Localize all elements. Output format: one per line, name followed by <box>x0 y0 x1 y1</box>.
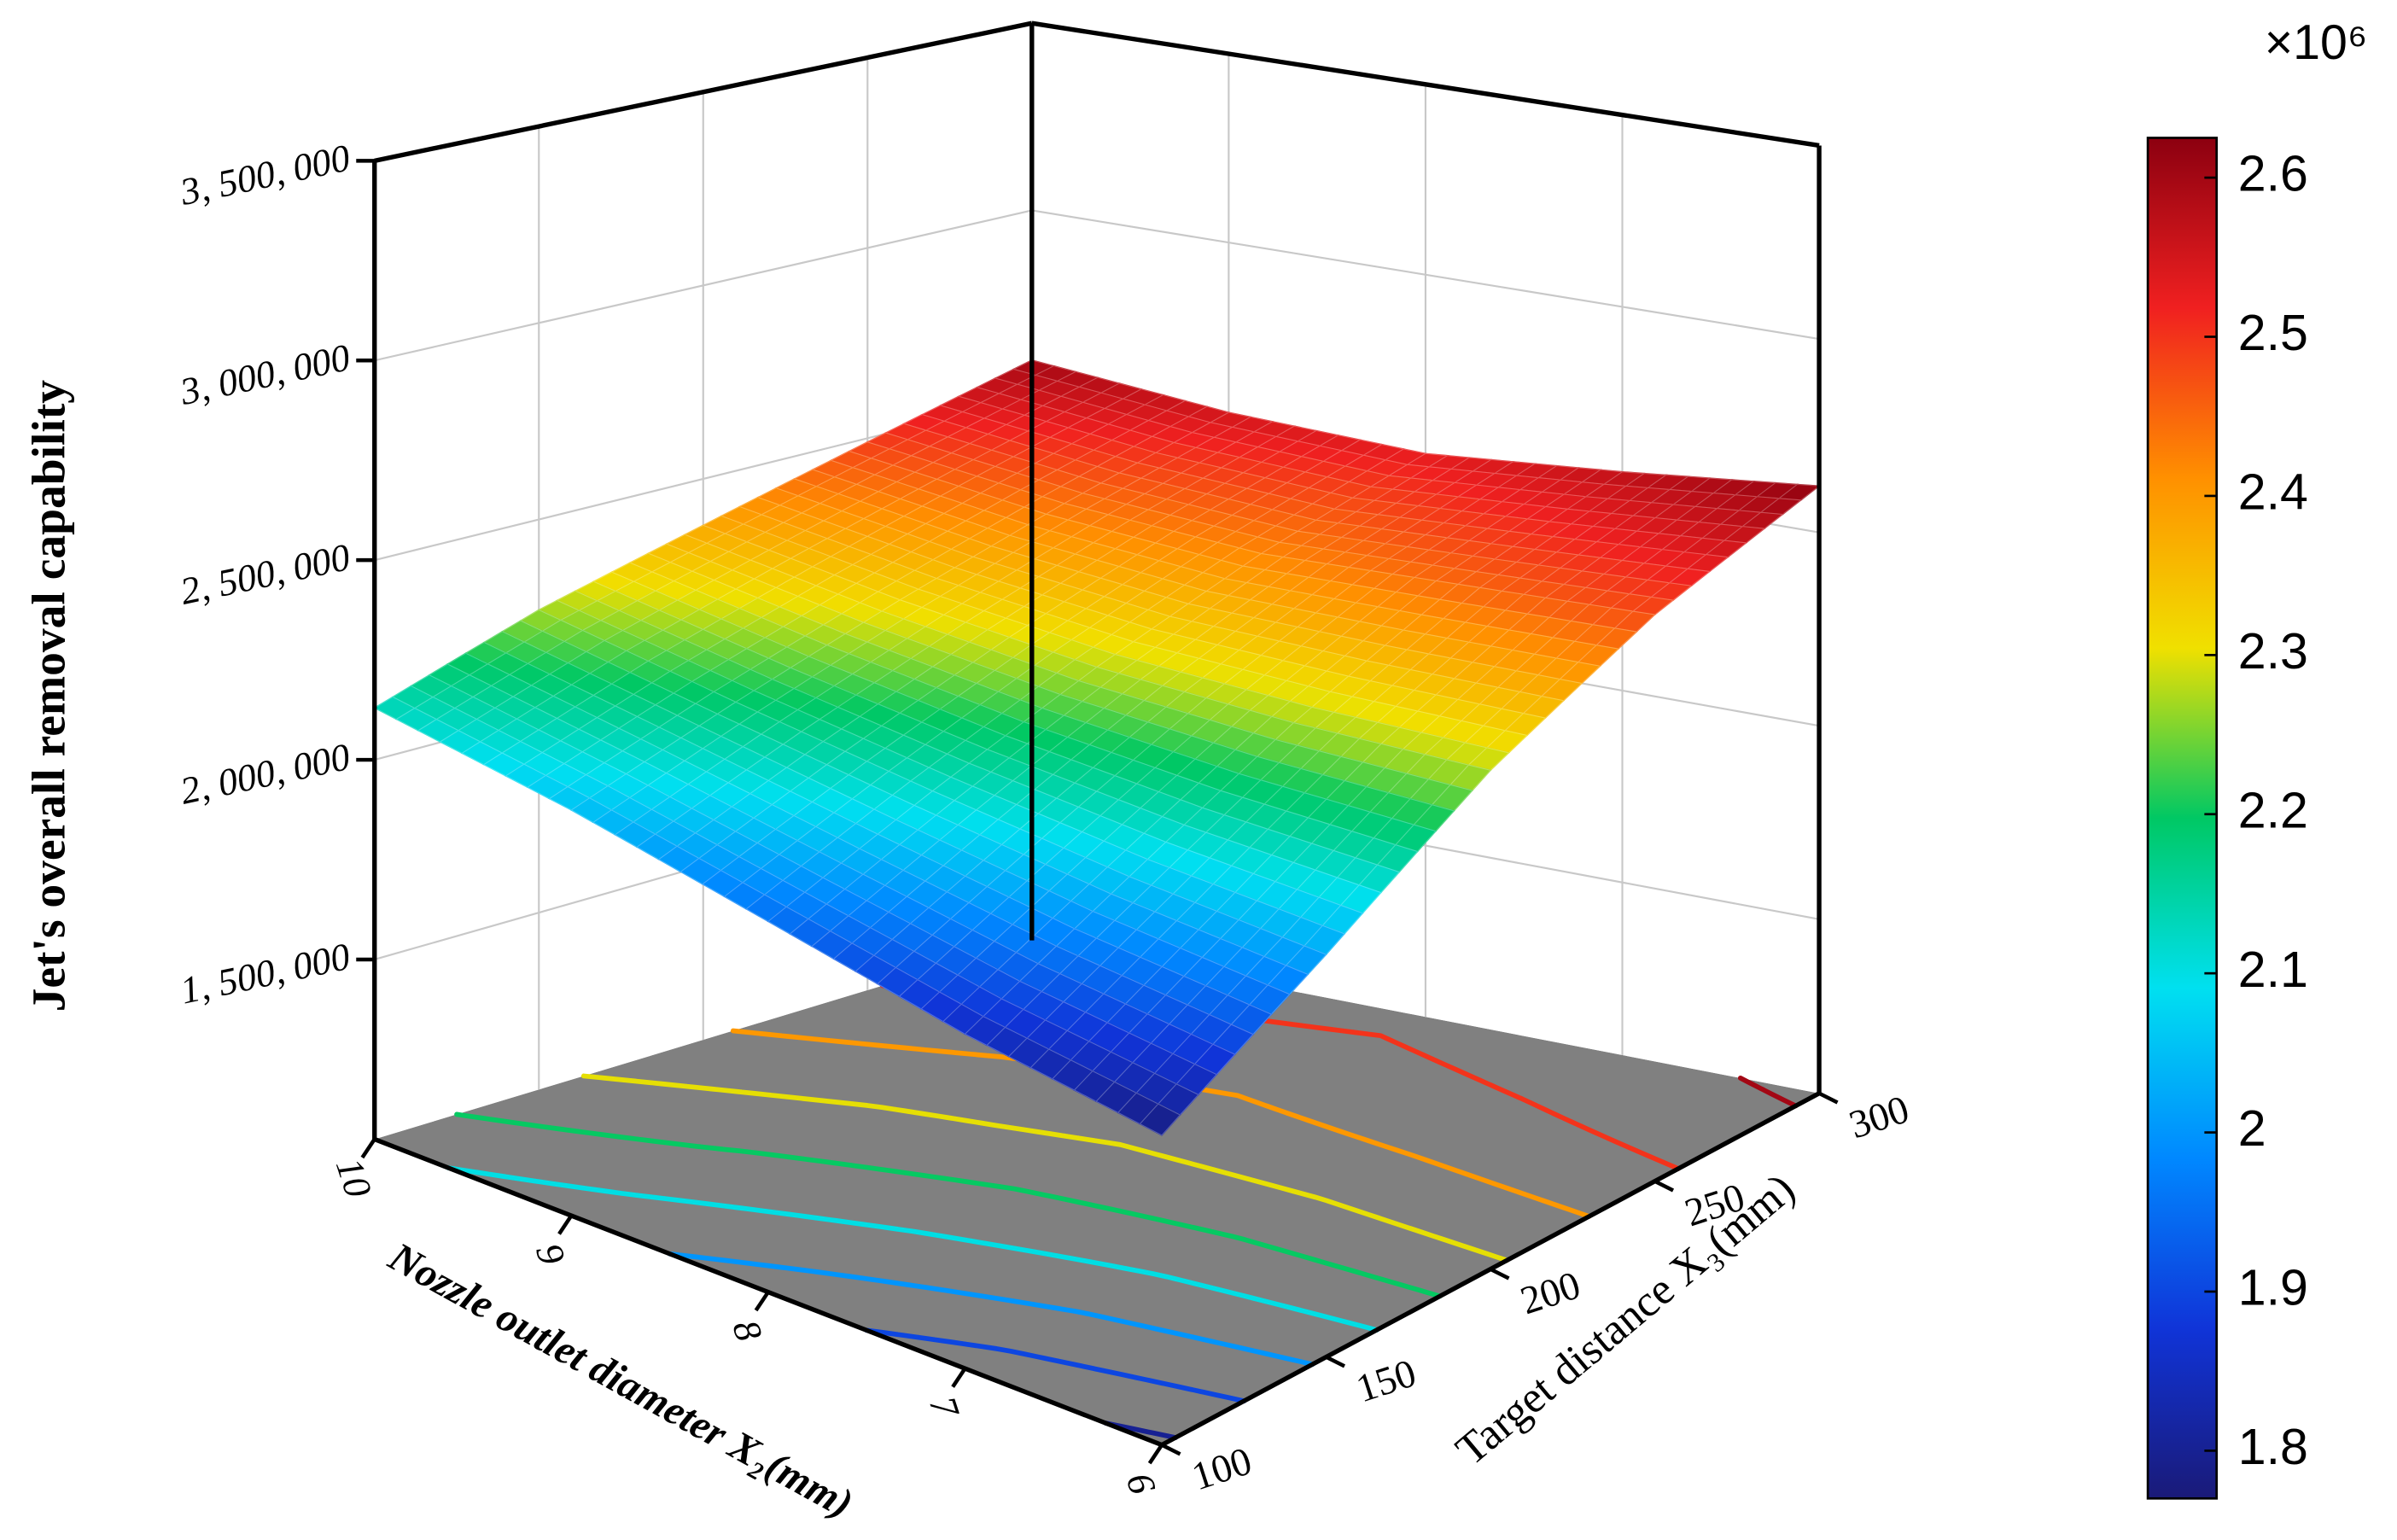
contour-line <box>580 1073 1510 1263</box>
z-tick-label: 2, 500, 000 <box>177 535 353 613</box>
tick-mark <box>951 1367 967 1388</box>
tick-mark <box>1653 1179 1675 1193</box>
z-tick-label: 1, 500, 000 <box>177 935 353 1012</box>
y-tick-label: 100 <box>1187 1439 1257 1499</box>
z-tick-label: 2, 000, 000 <box>177 735 353 813</box>
x-tick-label: 7 <box>921 1391 968 1424</box>
z-tick-label: 3, 500, 000 <box>176 136 353 213</box>
y-tick-label: 300 <box>1844 1088 1914 1147</box>
colorbar-tick-label: 2.3 <box>2238 623 2308 680</box>
contour-line <box>446 1165 1379 1333</box>
z-axis-title: Jet's overall removal capability <box>23 380 75 1012</box>
colorbar-tick-label: 2.1 <box>2238 942 2308 998</box>
contour-line <box>1029 937 1799 1109</box>
tick-mark <box>1325 1355 1346 1368</box>
tick-mark <box>557 1214 574 1235</box>
tick-mark <box>1147 1444 1164 1465</box>
floor <box>374 940 1820 1445</box>
tick-mark <box>754 1291 770 1312</box>
colorbar-tick-label: 1.9 <box>2238 1260 2308 1316</box>
x-tick-label: 9 <box>528 1239 574 1270</box>
x-tick-label: 10 <box>328 1153 380 1203</box>
colorbar-tick-label: 2.5 <box>2238 305 2308 361</box>
colorbar-multiplier: ×10⁶ <box>2265 15 2368 70</box>
colorbar-tick-label: 2.6 <box>2238 146 2308 202</box>
tick-mark <box>1818 1091 1839 1105</box>
contour-line <box>864 1327 1247 1404</box>
colorbar <box>2146 137 2219 1500</box>
tick-mark <box>1490 1267 1510 1280</box>
x-tick-label: 6 <box>1118 1467 1165 1499</box>
colorbar-tick-label: 2.2 <box>2238 782 2308 838</box>
tick-mark <box>1161 1443 1181 1456</box>
z-tick-label: 3, 000, 000 <box>176 335 353 413</box>
colorbar-tick-label: 2.4 <box>2238 464 2308 521</box>
contour-line <box>1103 1420 1178 1440</box>
y-tick-label: 150 <box>1351 1351 1421 1411</box>
contour-line <box>667 1251 1315 1368</box>
contour-line <box>454 1111 1443 1299</box>
colorbar-tick-label: 2 <box>2238 1100 2266 1157</box>
colorbar-tick-label: 1.8 <box>2238 1419 2308 1475</box>
y-tick-label: 200 <box>1515 1263 1585 1323</box>
x-tick-label: 8 <box>724 1315 770 1346</box>
